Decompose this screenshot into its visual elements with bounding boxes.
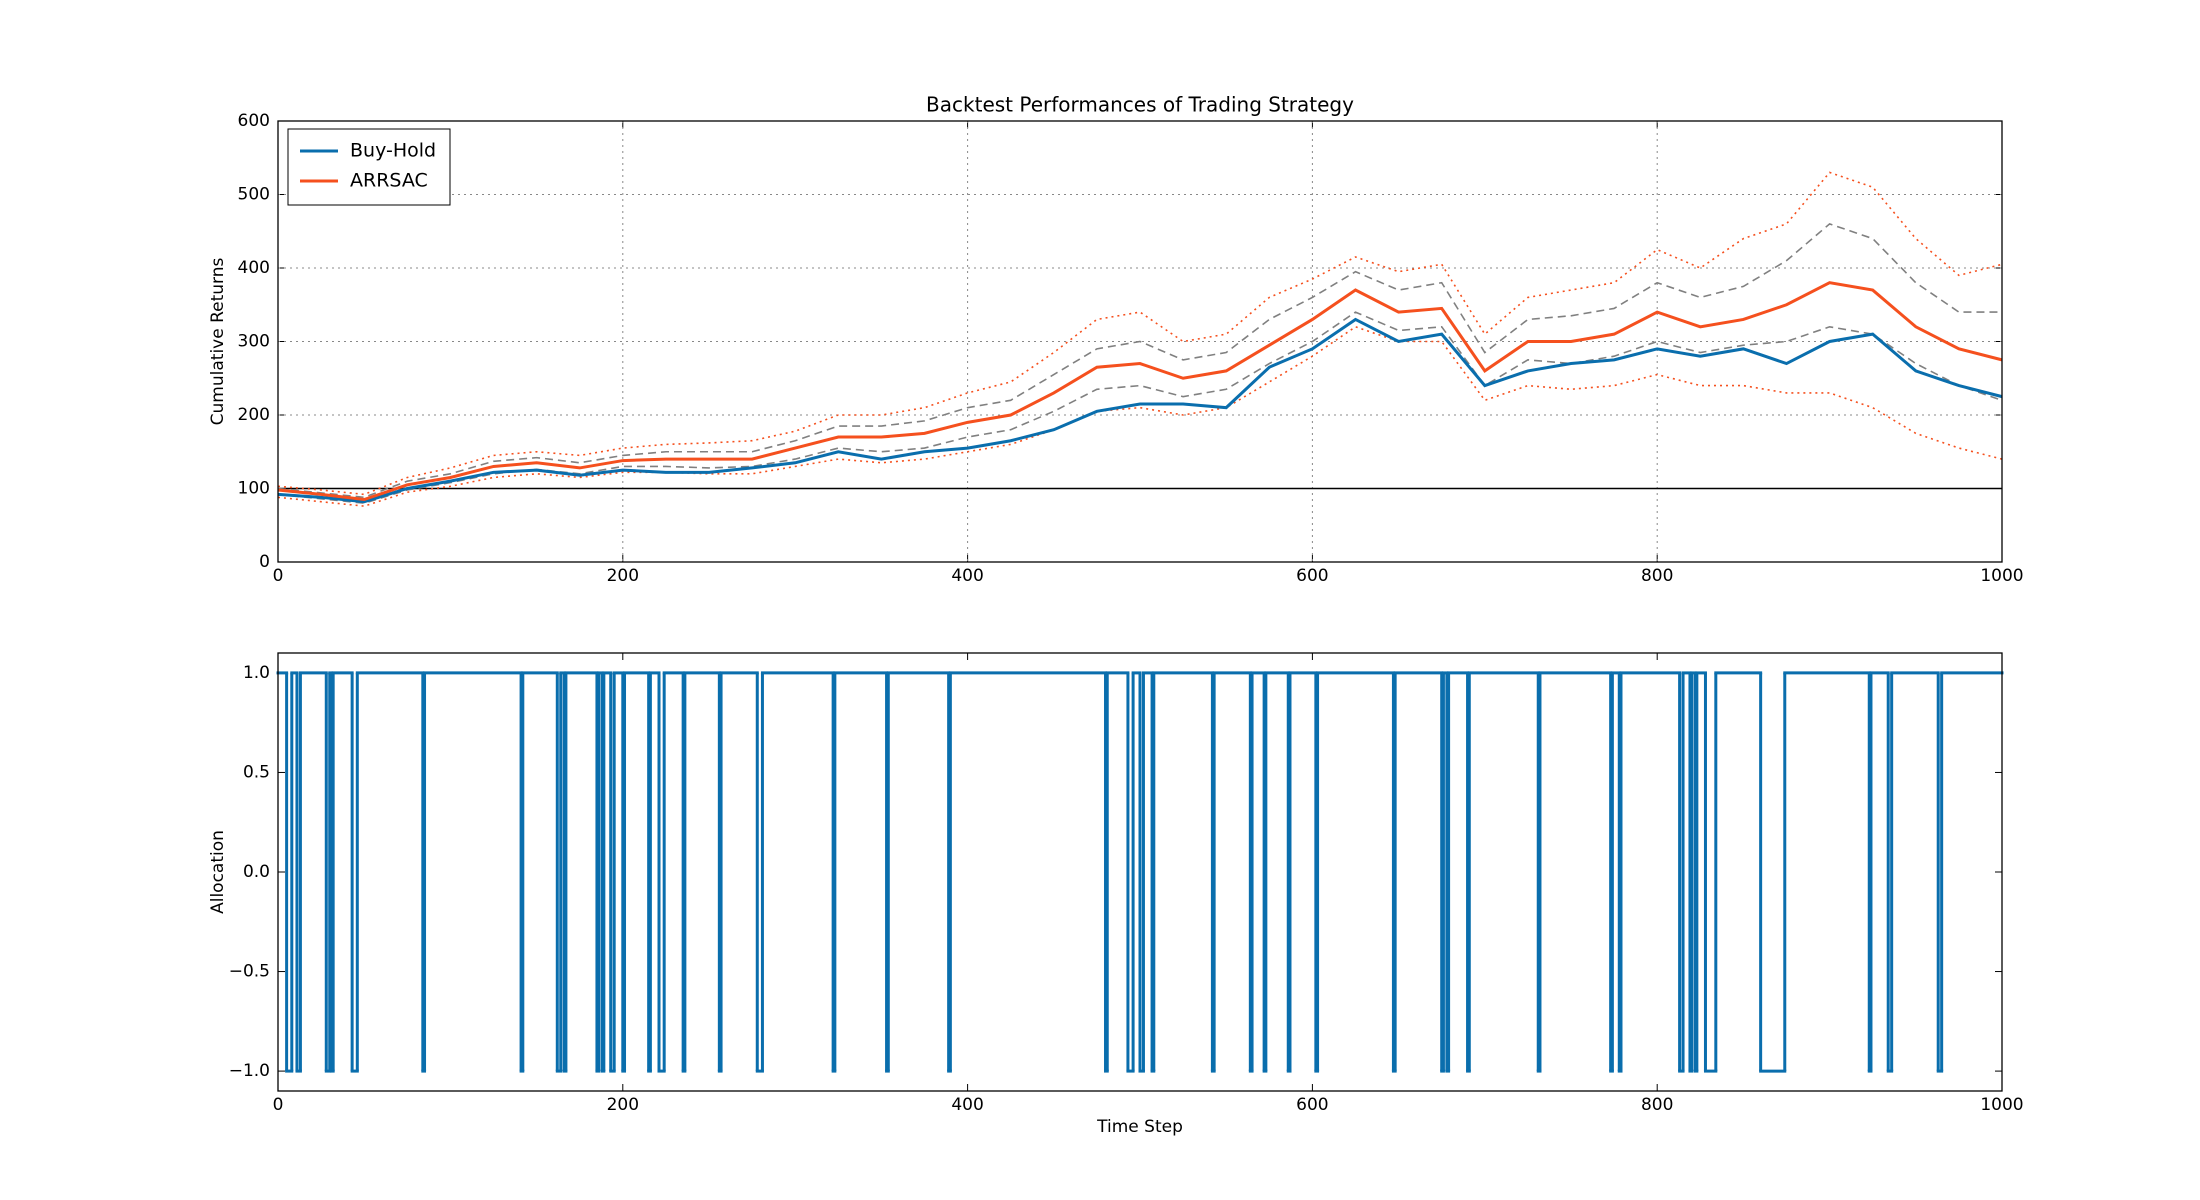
y-tick-label: 100 <box>238 479 270 499</box>
x-axis-label: Time Step <box>1096 1117 1183 1137</box>
y-tick-label: −1.0 <box>229 1061 270 1081</box>
y-tick-label: 0 <box>259 552 270 572</box>
y-axis-label: Cumulative Returns <box>208 258 228 426</box>
y-tick-label: 400 <box>238 258 270 278</box>
series-line <box>277 317 2003 504</box>
series-line <box>277 171 2003 496</box>
x-tick-label: 800 <box>1641 1095 1673 1115</box>
x-tick-label: 600 <box>1296 566 1328 586</box>
y-tick-label: 1.0 <box>243 663 270 683</box>
series-line <box>277 222 2002 499</box>
legend-label: Buy-Hold <box>350 140 436 162</box>
y-tick-label: −0.5 <box>229 962 270 982</box>
chart-title: Backtest Performances of Trading Strateg… <box>926 93 1354 117</box>
x-tick-label: 400 <box>951 1095 983 1115</box>
y-tick-label: 200 <box>238 405 270 425</box>
x-tick-label: 1000 <box>1980 566 2023 586</box>
y-tick-label: 500 <box>238 185 270 205</box>
series-line <box>277 325 2003 507</box>
y-tick-label: 300 <box>238 332 270 352</box>
x-tick-label: 800 <box>1641 566 1673 586</box>
x-tick-label: 200 <box>607 566 639 586</box>
legend: Buy-Hold ARRSAC <box>287 128 451 206</box>
y-tick-label: 0.5 <box>243 762 270 782</box>
x-tick-label: 600 <box>1296 1095 1328 1115</box>
legend-label: ARRSAC <box>350 170 428 192</box>
y-tick-label: 0.0 <box>243 862 270 882</box>
axes-frame <box>277 652 2003 1092</box>
y-axis-label: Allocation <box>208 830 228 914</box>
y-tick-label: 600 <box>238 111 270 131</box>
x-tick-label: 200 <box>607 1095 639 1115</box>
series-line <box>277 281 2003 502</box>
legend-box <box>287 128 451 206</box>
x-tick-label: 0 <box>273 566 284 586</box>
axes-frame <box>277 120 2003 563</box>
x-tick-label: 400 <box>951 566 983 586</box>
x-tick-label: 1000 <box>1980 1095 2023 1115</box>
x-tick-label: 0 <box>273 1095 284 1115</box>
